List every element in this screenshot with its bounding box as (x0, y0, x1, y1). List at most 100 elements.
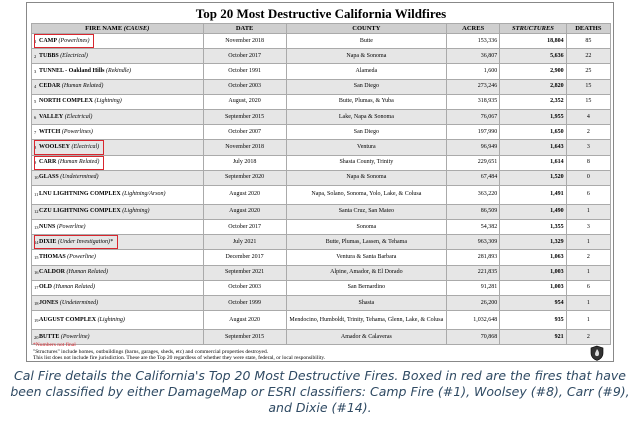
table-row: 13NUNS (Powerline) October 2017 Sonoma 54,3… (31, 219, 612, 236)
fire-structures: 1,490 (499, 203, 567, 221)
fire-date: August, 2020 (202, 93, 287, 110)
fire-cause: (Human Related) (57, 159, 100, 166)
table-row: 20BUTTE (Powerline) September 2015 Amador … (31, 329, 612, 346)
fire-county: San Diego (285, 124, 448, 141)
fire-name-cell: 14DIXIE (Under Investigation)* (31, 234, 204, 251)
fire-structures: 5,636 (499, 48, 567, 65)
fire-date: October 1991 (202, 63, 287, 80)
fire-cause: (Powerline) (56, 223, 86, 230)
fire-date: October 2003 (202, 279, 287, 297)
fire-structures: 1,003 (499, 279, 567, 297)
fire-acres: 318,935 (446, 93, 501, 110)
fire-acres: 36,807 (446, 48, 501, 65)
table-row: 18JONES (Undetermined) October 1999 Shasta… (31, 294, 612, 312)
fire-deaths: 25 (565, 63, 612, 80)
table-row: 12CZU LIGHTNING COMPLEX (Lightning) Augus… (31, 203, 612, 221)
fire-name: CARR (39, 159, 57, 166)
fire-acres: 197,990 (446, 124, 501, 141)
fire-name-cell: 4 CEDAR (Human Related) (31, 78, 204, 95)
fire-cause: (Human Related) (66, 269, 109, 276)
fire-deaths: 2 (565, 124, 612, 141)
fire-deaths: 3 (565, 139, 612, 156)
fire-name: CAMP (39, 37, 57, 44)
fire-structures: 1,003 (499, 264, 567, 281)
fire-date: November 2018 (202, 32, 287, 50)
table-row: 4 CEDAR (Human Related) October 2003 San Di… (31, 78, 612, 95)
fire-name-cell: 11LNU LIGHTNING COMPLEX (Lightning/Arson… (31, 184, 204, 205)
fire-date: September 2015 (202, 329, 287, 346)
table-header-row: FIRE NAME (CAUSE) DATE COUNTY ACRES STRU… (31, 23, 612, 34)
fire-structures: 1,329 (499, 234, 567, 251)
footnote-jurisdiction: This list does not include fire jurisdic… (33, 355, 326, 361)
fire-county: Butte (285, 32, 448, 50)
fire-name: NUNS (39, 223, 56, 230)
fire-county: Sonoma (285, 219, 448, 236)
fire-name: AUGUST COMPLEX (39, 316, 97, 323)
fire-county: Mendocino, Humboldt, Trinity, Tehama, Gl… (285, 310, 448, 331)
fire-county: Napa, Solano, Sonoma, Yolo, Lake, & Colu… (285, 184, 448, 205)
fire-date: September 2015 (202, 108, 287, 126)
fire-date: November 2018 (202, 139, 287, 156)
fire-name: WITCH (39, 128, 61, 135)
fire-acres: 96,949 (446, 139, 501, 156)
table-row: 5 NORTH COMPLEX (Lightning) August, 2020 Bu… (31, 93, 612, 110)
fire-date: July 2021 (202, 234, 287, 251)
fire-rank: 10 (34, 175, 39, 181)
fire-name: OLD (39, 284, 53, 291)
fire-cause: (Powerlines) (58, 37, 90, 44)
fire-name-cell: 3 TUNNEL - Oakland Hills (Rekindle) (31, 63, 204, 80)
fire-acres: 86,509 (446, 203, 501, 221)
fire-deaths: 3 (565, 219, 612, 236)
fire-acres: 363,220 (446, 184, 501, 205)
fire-name-cell: 16CALDOR (Human Related) (31, 264, 204, 281)
fire-name-cell: 15THOMAS (Powerline) (31, 249, 204, 266)
fire-cause: (Human Related) (53, 284, 96, 291)
fire-name-cell: 7 WITCH (Powerlines) (31, 124, 204, 141)
fire-name: NORTH COMPLEX (39, 98, 93, 105)
fire-structures: 18,804 (499, 32, 567, 50)
fire-cause: (Human Related) (61, 83, 104, 90)
red-highlight-box (34, 140, 104, 154)
fire-cause: (Undetermined) (59, 299, 99, 306)
fire-cause: (Undetermined) (60, 174, 99, 181)
fire-rank: 4 (34, 84, 37, 90)
fire-rank: 19 (34, 317, 39, 323)
fire-county: Butte, Plumas, & Yuba (285, 93, 448, 110)
fire-date: October 2003 (202, 78, 287, 95)
fire-structures: 2,352 (499, 93, 567, 110)
fire-cause: (Lightning) (97, 316, 125, 323)
fire-date: August 2020 (202, 310, 287, 331)
fire-structures: 1,355 (499, 219, 567, 236)
fire-rank: 3 (34, 68, 37, 74)
fire-deaths: 8 (565, 154, 612, 171)
fire-rank: 20 (34, 334, 39, 340)
fire-name: GLASS (39, 174, 59, 181)
fire-name: DIXIE (39, 238, 57, 245)
fire-structures: 954 (499, 294, 567, 312)
fire-acres: 273,246 (446, 78, 501, 95)
fire-rank: 16 (34, 270, 39, 276)
fire-county: Shasta County, Trinity (285, 154, 448, 171)
fire-rank: 5 (34, 99, 37, 105)
fire-rank: 18 (34, 300, 39, 306)
fire-name: CALDOR (39, 269, 66, 276)
fire-name-cell: 1 CAMP (Powerlines) (31, 32, 204, 50)
fire-structures: 1,491 (499, 184, 567, 205)
table-row: 6 VALLEY (Electrical) September 2015 Lake, … (31, 108, 612, 126)
fire-county: Napa & Sonoma (285, 48, 448, 65)
fire-cause: (Powerlines) (61, 128, 93, 135)
table-row: 9 CARR (Human Related) July 2018 Shasta Cou… (31, 154, 612, 171)
fire-cause: (Rekindle) (106, 67, 132, 74)
fire-date: October 2017 (202, 48, 287, 65)
fire-structures: 1,614 (499, 154, 567, 171)
fire-name: BUTTE (39, 333, 60, 340)
fire-cause: (Lightning) (122, 208, 150, 215)
fire-acres: 1,600 (446, 63, 501, 80)
fire-name-cell: 17OLD (Human Related) (31, 279, 204, 297)
fire-deaths: 15 (565, 78, 612, 95)
fire-structures: 921 (499, 329, 567, 346)
fire-date: August 2020 (202, 203, 287, 221)
fire-date: October 2007 (202, 124, 287, 141)
fire-deaths: 1 (565, 264, 612, 281)
fire-deaths: 1 (565, 203, 612, 221)
